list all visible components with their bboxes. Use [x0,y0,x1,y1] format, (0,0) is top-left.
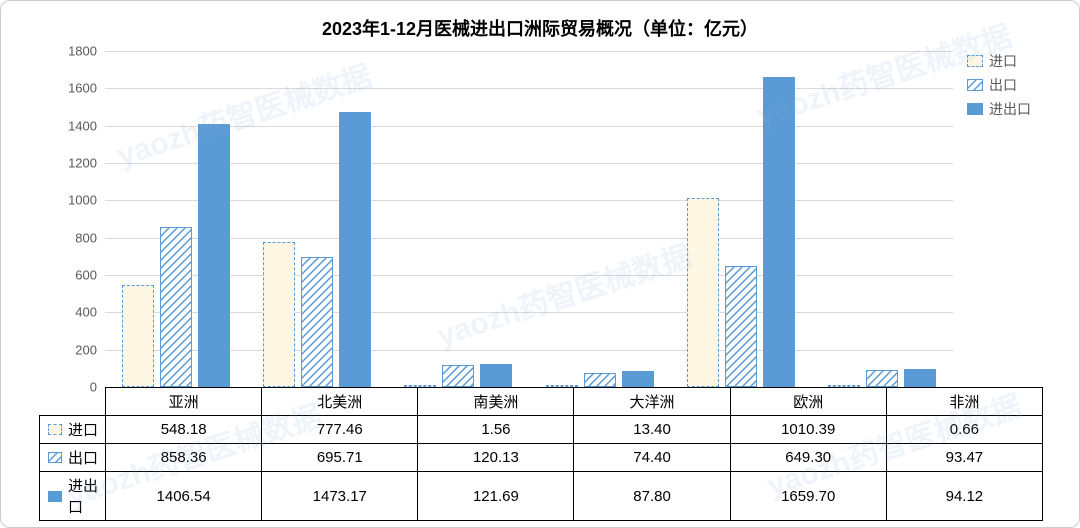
y-tick-label: 1000 [68,193,105,208]
bar-total [480,364,512,387]
table-col-header: 亚洲 [106,388,262,416]
table-cell: 1473.17 [262,472,418,521]
rowhead-label: 出口 [68,447,98,468]
gridline [105,350,953,351]
table-row: 进出口1406.541473.17121.6987.801659.7094.12 [40,472,1043,521]
rowhead-swatch [48,491,62,502]
legend-item-import: 进口 [967,51,1031,71]
table-col-header: 南美洲 [418,388,574,416]
bar-import [263,242,295,387]
y-tick-label: 400 [75,305,105,320]
table-cell: 1.56 [418,416,574,444]
y-tick-label: 200 [75,342,105,357]
table-corner-cell [40,388,106,416]
bar-total [622,371,654,387]
bar-import [122,285,154,387]
rowhead-label: 进口 [68,419,98,440]
table-cell: 548.18 [106,416,262,444]
bar-export [442,365,474,387]
table-col-header: 大洋洲 [574,388,730,416]
legend-swatch [967,103,983,115]
gridline [105,312,953,313]
data-table: 亚洲北美洲南美洲大洋洲欧洲非洲进口 548.18777.461.5613.4010… [39,387,1043,521]
table-cell: 777.46 [262,416,418,444]
gridline [105,51,953,52]
bar-export [301,257,333,387]
table-col-header: 欧洲 [730,388,886,416]
plot-area: 020040060080010001200140016001800 [105,51,953,387]
table-cell: 93.47 [886,444,1042,472]
gridline [105,163,953,164]
gridline [105,126,953,127]
table-row: 进口 548.18777.461.5613.401010.390.66 [40,416,1043,444]
table-col-header: 北美洲 [262,388,418,416]
table-row-header: 进出口 [40,472,106,521]
y-tick-label: 600 [75,268,105,283]
table-cell: 13.40 [574,416,730,444]
table-cell: 649.30 [730,444,886,472]
gridline [105,88,953,89]
table-cell: 1406.54 [106,472,262,521]
rowhead-swatch [48,424,62,435]
legend-item-export: 出口 [967,75,1031,95]
gridline [105,200,953,201]
table-cell: 1659.70 [730,472,886,521]
legend-label: 进口 [989,51,1017,71]
table-header-row: 亚洲北美洲南美洲大洋洲欧洲非洲 [40,388,1043,416]
table-col-header: 非洲 [886,388,1042,416]
bar-export [725,266,757,387]
gridline [105,238,953,239]
legend-item-total: 进出口 [967,99,1031,119]
y-tick-label: 1400 [68,118,105,133]
table-cell: 87.80 [574,472,730,521]
table-cell: 74.40 [574,444,730,472]
bar-export [866,370,898,387]
chart-frame: 2023年1-12月医械进出口洲际贸易概况（单位：亿元） 02004006008… [0,0,1080,528]
table-cell: 94.12 [886,472,1042,521]
bar-total [198,124,230,387]
legend: 进口出口进出口 [967,51,1031,123]
table-cell: 1010.39 [730,416,886,444]
table-cell: 121.69 [418,472,574,521]
table-cell: 695.71 [262,444,418,472]
bar-total [763,77,795,387]
bar-export [584,373,616,387]
bar-export [160,227,192,387]
table-cell: 120.13 [418,444,574,472]
bar-import [687,198,719,387]
bar-total [904,369,936,387]
legend-label: 进出口 [989,99,1031,119]
table-cell: 0.66 [886,416,1042,444]
gridline [105,275,953,276]
chart-title: 2023年1-12月医械进出口洲际贸易概况（单位：亿元） [1,15,1079,41]
rowhead-label: 进出口 [68,475,101,517]
bar-total [339,112,371,387]
table-row-header: 进口 [40,416,106,444]
legend-label: 出口 [989,75,1017,95]
y-tick-label: 1800 [68,44,105,59]
y-tick-label: 1600 [68,81,105,96]
table-cell: 858.36 [106,444,262,472]
table-row: 出口 858.36695.71120.1374.40649.3093.47 [40,444,1043,472]
y-tick-label: 800 [75,230,105,245]
y-tick-label: 1200 [68,156,105,171]
legend-swatch [967,55,983,67]
rowhead-swatch [48,452,62,463]
table-row-header: 出口 [40,444,106,472]
legend-swatch [967,79,983,91]
